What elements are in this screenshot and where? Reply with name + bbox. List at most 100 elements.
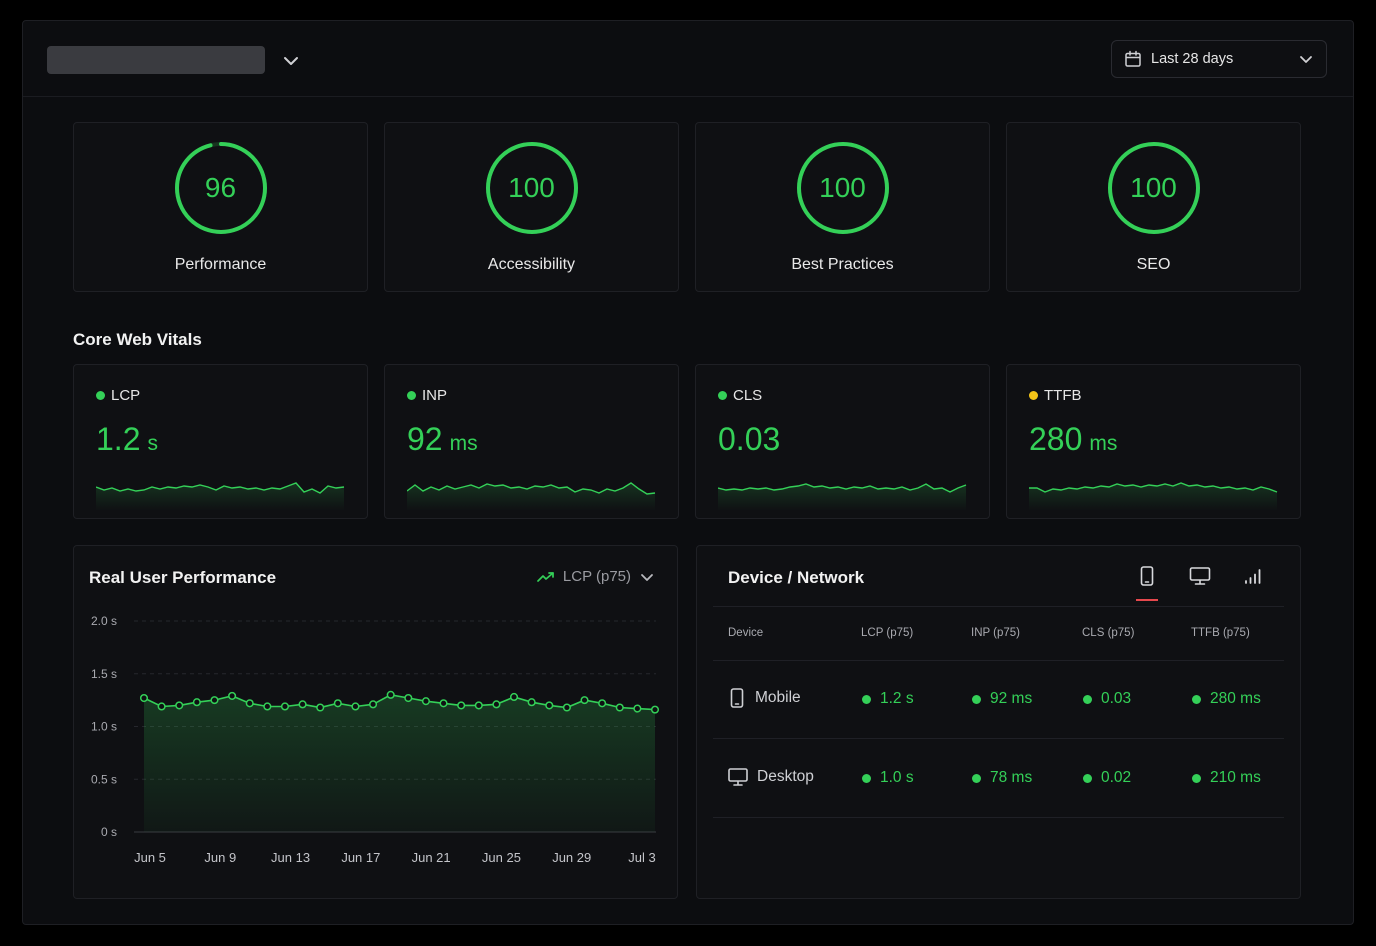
desktop-icon — [728, 768, 748, 786]
x-tick-label: Jun 21 — [412, 850, 451, 865]
cls-value: 0.03 — [1101, 690, 1132, 707]
data-point — [157, 702, 166, 711]
device-network-tabs — [1134, 560, 1266, 601]
data-point — [316, 703, 325, 712]
score-gauge — [485, 142, 578, 234]
status-dot — [96, 391, 105, 400]
vital-card-cls[interactable]: CLS 0.03 — [695, 364, 990, 519]
lcp-value: 1.2 s — [880, 690, 914, 707]
cls-cell: 0.02 — [1083, 769, 1131, 787]
vital-card-ttfb[interactable]: TTFB 280 ms — [1006, 364, 1301, 519]
mobile-icon — [730, 688, 744, 708]
data-point — [545, 701, 554, 710]
chevron-down-icon[interactable] — [281, 51, 301, 71]
metric-select[interactable]: LCP (p75) — [537, 568, 655, 585]
y-tick-label: 1.0 s — [91, 720, 117, 734]
vital-unit: s — [147, 432, 158, 455]
data-point — [598, 699, 607, 708]
inp-value: 78 ms — [990, 769, 1033, 786]
vital-value: 280 ms — [1029, 421, 1117, 458]
status-dot — [972, 773, 981, 783]
score-gauge — [796, 142, 889, 234]
data-point — [492, 700, 501, 709]
vital-label: LCP — [111, 387, 141, 404]
column-header: CLS (p75) — [1082, 627, 1135, 639]
data-point — [369, 700, 378, 709]
desktop-icon — [1189, 567, 1211, 585]
status-dot — [862, 694, 871, 704]
status-dot — [1192, 773, 1201, 783]
data-point — [192, 698, 201, 707]
column-header: Device — [728, 627, 764, 639]
x-tick-label: Jul 3 — [628, 850, 655, 865]
vital-card-lcp[interactable]: LCP 1.2 s — [73, 364, 368, 519]
x-tick-label: Jun 25 — [482, 850, 521, 865]
y-tick-label: 2.0 s — [91, 614, 117, 628]
data-point — [228, 691, 237, 700]
device-name: Desktop — [757, 768, 814, 785]
score-label: SEO — [1136, 256, 1171, 273]
vital-number: 0.03 — [718, 421, 781, 457]
divider — [713, 817, 1284, 818]
site-selector[interactable] — [47, 46, 265, 74]
series-area — [144, 694, 655, 832]
data-point — [615, 703, 624, 712]
vital-label: CLS — [733, 387, 763, 404]
y-tick-label: 1.5 s — [91, 667, 117, 681]
y-tick-label: 0.5 s — [91, 772, 117, 786]
score-gauge — [174, 142, 267, 234]
data-point — [298, 700, 307, 709]
ttfb-sparkline — [1029, 482, 1278, 511]
vital-number: 92 — [407, 421, 443, 457]
data-point — [404, 693, 413, 703]
data-point — [439, 699, 448, 708]
data-point — [175, 701, 184, 710]
y-tick-label: 0 s — [101, 825, 117, 839]
data-point — [633, 704, 642, 713]
score-card-seo[interactable]: 100 SEO — [1006, 122, 1301, 292]
tab-desktop[interactable] — [1187, 560, 1213, 598]
data-point — [210, 696, 219, 705]
real-user-performance-card: Real User Performance LCP (p75) 0 s 0.5 s… — [73, 545, 678, 899]
score-card-best-practices[interactable]: 100 Best Practices — [695, 122, 990, 292]
data-point — [562, 703, 571, 712]
inp-value: 92 ms — [990, 690, 1033, 707]
inp-sparkline — [407, 482, 656, 511]
data-point — [457, 701, 466, 710]
score-label: Best Practices — [791, 256, 894, 273]
tab-network[interactable] — [1240, 560, 1266, 598]
status-dot — [1029, 391, 1038, 400]
lcp-cell: 1.0 s — [862, 769, 914, 787]
data-point — [333, 699, 342, 708]
data-point — [421, 697, 430, 706]
vital-value: 92 ms — [407, 421, 478, 458]
x-tick-label: Jun 17 — [341, 850, 380, 865]
ttfb-cell: 210 ms — [1192, 769, 1261, 787]
status-dot — [972, 694, 981, 704]
status-dot — [1083, 694, 1092, 704]
card-title: Device / Network — [728, 568, 865, 587]
vital-name: CLS — [718, 387, 762, 404]
score-value: 96 — [204, 172, 237, 203]
card-title: Real User Performance — [89, 568, 277, 587]
tab-mobile[interactable] — [1134, 560, 1160, 601]
status-dot — [1083, 773, 1092, 783]
date-range-select[interactable]: Last 28 days — [1111, 40, 1327, 78]
lcp-sparkline — [96, 482, 345, 511]
top-bar: Last 28 days — [23, 21, 1353, 97]
score-value: 100 — [508, 172, 555, 203]
score-card-performance[interactable]: 96 Performance — [73, 122, 368, 292]
metric-select-label: LCP (p75) — [562, 568, 631, 585]
column-header: INP (p75) — [971, 627, 1021, 639]
data-point — [650, 705, 660, 714]
score-card-accessibility[interactable]: 100 Accessibility — [384, 122, 679, 292]
data-point — [263, 702, 272, 711]
score-label: Accessibility — [487, 256, 576, 273]
x-tick-label: Jun 29 — [552, 850, 591, 865]
x-tick-label: Jun 9 — [204, 850, 236, 865]
vital-number: 280 — [1029, 421, 1083, 457]
trend-icon — [537, 571, 554, 582]
vital-card-inp[interactable]: INP 92 ms — [384, 364, 679, 519]
score-value: 100 — [1130, 172, 1177, 203]
vital-label: TTFB — [1044, 387, 1082, 404]
